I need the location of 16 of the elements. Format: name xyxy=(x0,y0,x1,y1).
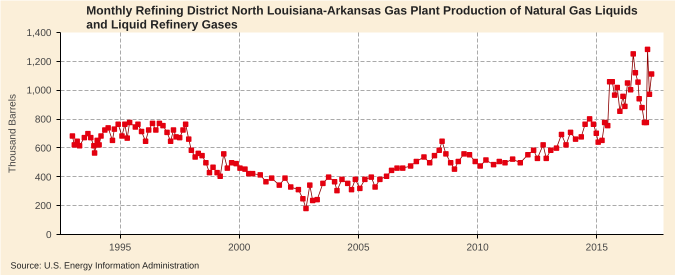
y-tick-label: 600 xyxy=(34,143,52,154)
source-note: Source: U.S. Energy Information Administration xyxy=(10,260,200,270)
y-axis-title: Thousand Barrels xyxy=(7,94,18,173)
y-tick-label: 0 xyxy=(46,230,52,241)
x-tick-label: 2010 xyxy=(466,242,490,254)
y-tick-label: 200 xyxy=(34,201,52,212)
x-tick-label: 2005 xyxy=(347,242,370,254)
y-tick-label: 400 xyxy=(34,172,52,184)
x-tick-label: 2000 xyxy=(228,242,251,254)
x-tick-label: 1995 xyxy=(108,242,132,254)
x-tick-label: 2015 xyxy=(586,242,608,254)
y-tick-label: 1,400 xyxy=(26,28,52,39)
y-tick-label: 1,200 xyxy=(26,56,52,68)
chart-title: Monthly Refining District North Louisiana-Arkansas Gas Plant Production of Natural Gas Liquids and Liquid Refinery Gases xyxy=(86,4,638,32)
y-tick-label: 800 xyxy=(34,114,52,126)
y-tick-label: 1,000 xyxy=(26,86,52,97)
